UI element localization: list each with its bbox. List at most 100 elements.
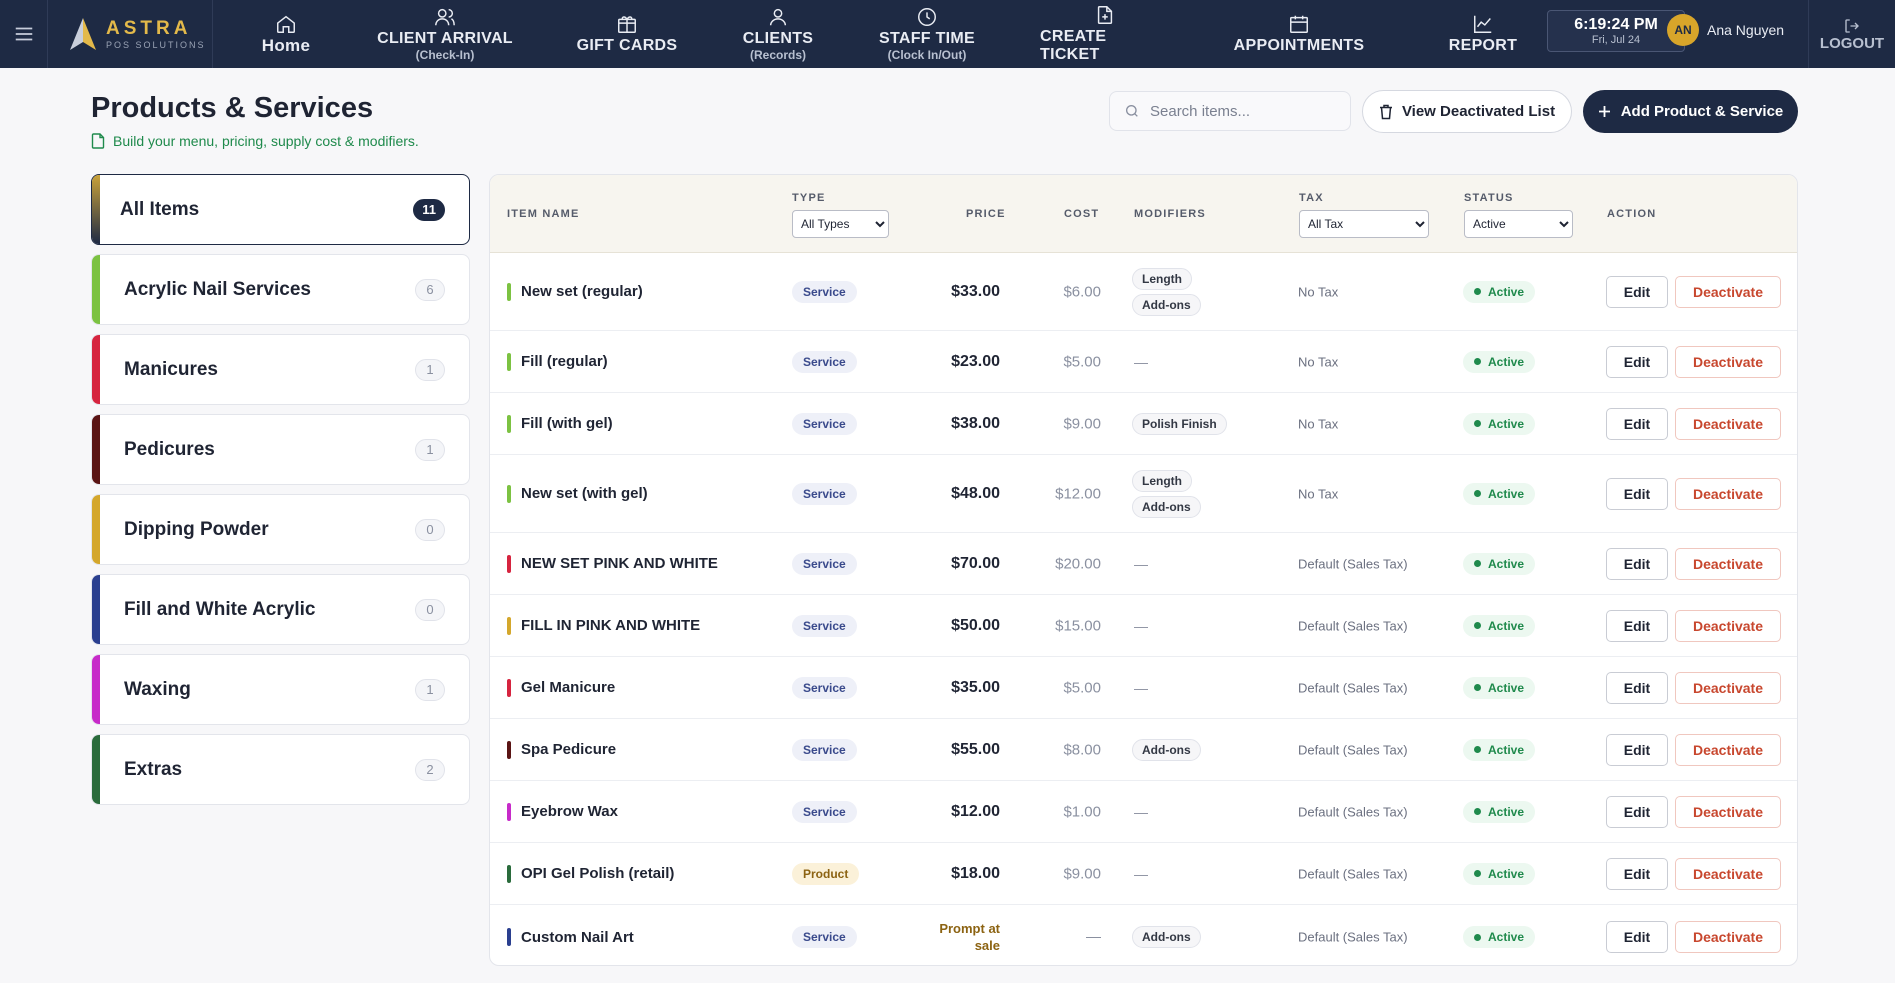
status-label: Active (1488, 930, 1525, 944)
deactivate-button[interactable]: Deactivate (1675, 609, 1781, 642)
category-item[interactable]: Extras 2 (91, 734, 470, 805)
type-badge: Service (792, 412, 857, 435)
item-tax: Default (Sales Tax) (1298, 929, 1408, 945)
modifier-chip: Polish Finish (1132, 412, 1227, 435)
deactivate-button[interactable]: Deactivate (1675, 671, 1781, 704)
item-name-cell: Custom Nail Art (507, 928, 634, 946)
menu-toggle-button[interactable] (0, 0, 48, 68)
item-tax: Default (Sales Tax) (1298, 556, 1408, 571)
category-color-bar (92, 255, 100, 324)
edit-button[interactable]: Edit (1606, 477, 1668, 510)
status-badge: Active (1463, 412, 1536, 435)
category-item[interactable]: Dipping Powder 0 (91, 494, 470, 565)
nav-appointments[interactable]: APPOINTMENTS (1232, 0, 1366, 68)
user-menu[interactable]: AN Ana Nguyen (1667, 14, 1784, 46)
edit-button[interactable]: Edit (1606, 733, 1668, 766)
category-item[interactable]: Manicures 1 (91, 334, 470, 405)
column-header-item-name: ITEM NAME (507, 208, 580, 220)
type-badge: Service (792, 738, 857, 761)
deactivate-button[interactable]: Deactivate (1675, 547, 1781, 580)
nav-staff-time[interactable]: STAFF TIME (Clock In/Out) (872, 0, 982, 68)
brand-tagline: POS SOLUTIONS (106, 40, 206, 50)
edit-button[interactable]: Edit (1606, 345, 1668, 378)
edit-button[interactable]: Edit (1606, 921, 1668, 953)
deactivate-button[interactable]: Deactivate (1675, 795, 1781, 828)
status-dot-icon (1474, 684, 1481, 691)
nav-clients[interactable]: CLIENTS (Records) (734, 0, 822, 68)
logout-button[interactable]: LOGOUT (1808, 0, 1895, 68)
nav-client-arrival[interactable]: CLIENT ARRIVAL (Check-In) (372, 0, 518, 68)
deactivate-button[interactable]: Deactivate (1675, 275, 1781, 308)
item-price: $12.00 (951, 802, 1000, 820)
nav-create-ticket[interactable]: CREATE TICKET (1040, 0, 1170, 68)
edit-button[interactable]: Edit (1606, 275, 1668, 308)
view-deactivated-list-button[interactable]: View Deactivated List (1362, 90, 1572, 133)
category-color-mark (507, 864, 511, 883)
status-filter-select[interactable]: Active (1464, 210, 1573, 238)
status-dot-icon (1474, 746, 1481, 753)
edit-button[interactable]: Edit (1606, 671, 1668, 704)
table-row: Eyebrow Wax Service $12.00 $1.00 — Default (S… (490, 781, 1797, 843)
search-input[interactable] (1150, 102, 1330, 120)
edit-button[interactable]: Edit (1606, 609, 1668, 642)
calendar-icon (1290, 15, 1308, 33)
add-product-service-button[interactable]: Add Product & Service (1583, 90, 1798, 133)
category-item[interactable]: Pedicures 1 (91, 414, 470, 485)
category-label: Manicures (124, 358, 218, 380)
category-color-bar (92, 415, 100, 484)
status-badge: Active (1463, 738, 1536, 761)
nav-report[interactable]: REPORT (1448, 0, 1518, 68)
deactivate-button[interactable]: Deactivate (1675, 477, 1781, 510)
nav-home[interactable]: Home (248, 0, 324, 68)
view-deactivated-list-label: View Deactivated List (1401, 103, 1556, 120)
edit-button[interactable]: Edit (1606, 795, 1668, 828)
brand-logo[interactable]: ASTRA POS SOLUTIONS (48, 0, 213, 68)
tax-filter-select[interactable]: All Tax (1299, 210, 1429, 238)
deactivate-button[interactable]: Deactivate (1675, 857, 1781, 890)
column-header-cost: COST (1064, 208, 1100, 220)
gift-card-icon (618, 16, 636, 33)
search-icon (1126, 105, 1138, 117)
nav-label: CLIENTS (742, 30, 814, 47)
no-modifiers: — (1134, 803, 1148, 820)
item-price: $18.00 (951, 864, 1000, 882)
item-tax: Default (Sales Tax) (1298, 680, 1408, 695)
item-cost: $15.00 (1055, 617, 1101, 634)
type-filter-select[interactable]: All Types (792, 210, 889, 238)
category-color-bar (92, 175, 100, 244)
category-item[interactable]: Fill and White Acrylic 0 (91, 574, 470, 645)
category-color-mark (507, 928, 511, 946)
deactivate-button[interactable]: Deactivate (1675, 921, 1781, 953)
category-label: Pedicures (124, 438, 215, 460)
edit-button[interactable]: Edit (1606, 547, 1668, 580)
avatar: AN (1667, 14, 1699, 46)
nav-gift-cards[interactable]: GIFT CARDS (572, 0, 682, 68)
category-item[interactable]: Acrylic Nail Services 6 (91, 254, 470, 325)
nav-label: CREATE TICKET (1040, 28, 1107, 63)
nav-sublabel: (Clock In/Out) (887, 48, 967, 62)
category-item[interactable]: Waxing 1 (91, 654, 470, 725)
category-color-mark (507, 678, 511, 697)
item-name-cell: Fill (with gel) (507, 414, 613, 433)
document-icon (91, 133, 105, 149)
status-badge: Active (1463, 862, 1536, 885)
column-header-type: TYPE (792, 192, 826, 204)
nav-label: Home (261, 36, 311, 55)
column-header-modifiers: MODIFIERS (1134, 208, 1206, 220)
type-badge: Service (792, 800, 857, 823)
no-modifiers: — (1134, 555, 1148, 572)
hamburger-icon (15, 27, 32, 41)
deactivate-button[interactable]: Deactivate (1675, 733, 1781, 766)
deactivate-button[interactable]: Deactivate (1675, 407, 1781, 440)
astra-logo-icon (70, 18, 96, 50)
edit-button[interactable]: Edit (1606, 857, 1668, 890)
status-badge: Active (1463, 552, 1536, 575)
edit-button[interactable]: Edit (1606, 407, 1668, 440)
category-label: Extras (124, 758, 183, 780)
category-item[interactable]: All Items 11 (91, 174, 470, 245)
deactivate-button[interactable]: Deactivate (1675, 345, 1781, 378)
item-cost: $20.00 (1055, 555, 1101, 572)
item-name: Gel Manicure (521, 679, 616, 696)
chart-icon (1474, 15, 1492, 33)
type-badge: Service (792, 614, 857, 637)
